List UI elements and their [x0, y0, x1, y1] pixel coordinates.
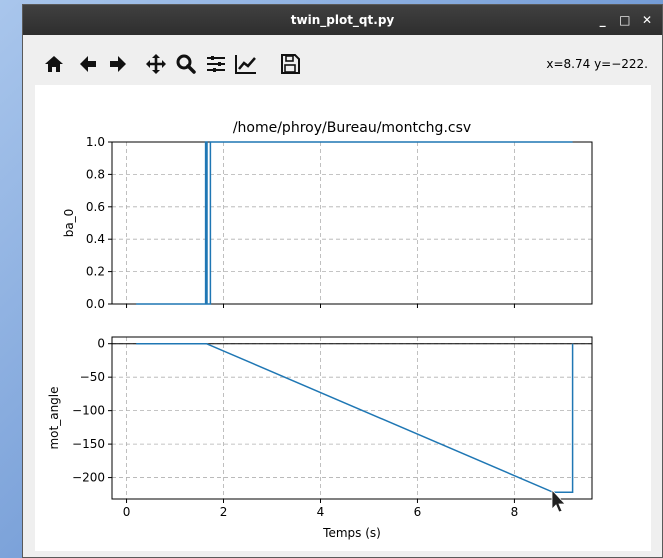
close-button[interactable]: ✕ — [641, 13, 653, 27]
save-icon[interactable] — [277, 51, 303, 77]
maximize-button[interactable]: □ — [619, 13, 631, 27]
window-title: twin_plot_qt.py — [290, 13, 395, 27]
figure: /home/phroy/Bureau/montchg.csv 0.0 0.2 0.4… — [47, 120, 593, 540]
bottom-axes: 0 2 4 6 8 0 −50 −100 −150 −200 — [72, 336, 593, 519]
home-icon[interactable] — [41, 51, 67, 77]
zoom-icon[interactable] — [173, 51, 199, 77]
y-tick-label: 0.2 — [86, 265, 105, 279]
x-tick-label: 4 — [317, 505, 325, 519]
y-tick-label: 0.6 — [86, 200, 105, 214]
figure-canvas[interactable]: /home/phroy/Bureau/montchg.csv 0.0 0.2 0.4… — [35, 85, 651, 551]
series-line — [136, 141, 573, 305]
bottom-axes-frame — [111, 336, 593, 500]
minimize-button[interactable]: _ — [599, 13, 606, 27]
app-window: twin_plot_qt.py _ □ ✕ — [22, 4, 663, 558]
x-tick-label: 8 — [511, 505, 519, 519]
bottom-xlabel: Temps (s) — [322, 526, 381, 540]
navigation-toolbar: x=8.74 y=−222. — [23, 35, 662, 89]
back-icon[interactable] — [75, 51, 101, 77]
y-tick-label: −200 — [72, 471, 105, 485]
top-axes: 0.0 0.2 0.4 0.6 0.8 1.0 — [86, 135, 593, 311]
pan-icon[interactable] — [143, 51, 169, 77]
top-ylabel: ba_0 — [62, 209, 76, 238]
x-tick-label: 0 — [123, 505, 131, 519]
bottom-ylabel: mot_angle — [47, 386, 61, 449]
forward-icon[interactable] — [105, 51, 131, 77]
cursor-coordinates: x=8.74 y=−222. — [546, 57, 648, 71]
y-tick-label: 0.0 — [86, 297, 105, 311]
y-tick-label: 0.8 — [86, 167, 105, 181]
x-tick-label: 2 — [220, 505, 228, 519]
title-bar[interactable]: twin_plot_qt.py _ □ ✕ — [23, 5, 662, 35]
top-axes-frame — [111, 141, 593, 305]
y-tick-label: −100 — [72, 404, 105, 418]
chart-title: /home/phroy/Bureau/montchg.csv — [233, 120, 471, 136]
edit-curves-icon[interactable] — [233, 51, 259, 77]
x-tick-label: 6 — [414, 505, 422, 519]
y-tick-label: 0.4 — [86, 232, 105, 246]
subplots-icon[interactable] — [203, 51, 229, 77]
y-tick-label: −150 — [72, 437, 105, 451]
mouse-cursor-icon — [551, 488, 566, 513]
series-line — [136, 342, 574, 494]
y-tick-label: 0 — [97, 337, 105, 351]
y-tick-label: −50 — [80, 370, 105, 384]
y-tick-label: 1.0 — [86, 135, 105, 149]
